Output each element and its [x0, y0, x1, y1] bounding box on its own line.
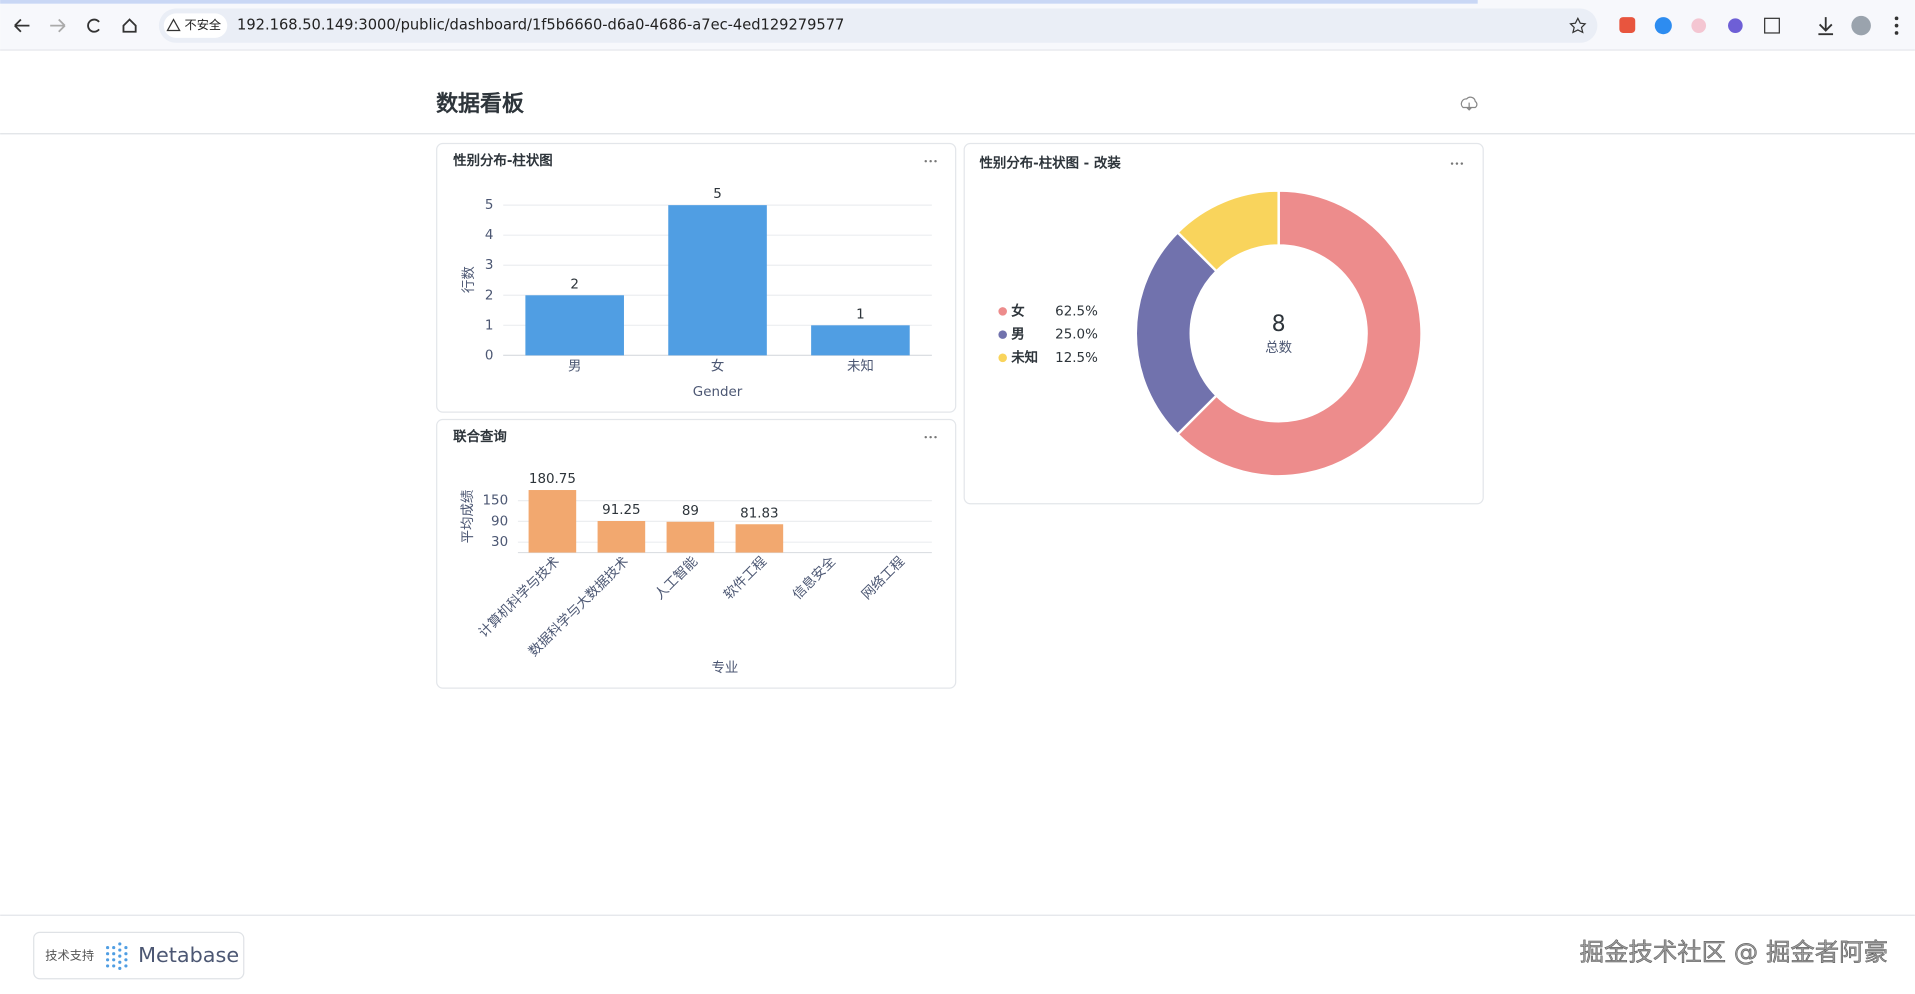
- extension-icon[interactable]: [1619, 17, 1636, 33]
- x-tick-label: 男: [568, 359, 581, 374]
- value-label: 91.25: [602, 503, 640, 518]
- downloads-button[interactable]: [1818, 17, 1834, 36]
- extension-icon[interactable]: [1654, 17, 1672, 35]
- reload-button[interactable]: [87, 18, 100, 33]
- center-value: 8: [1272, 312, 1286, 337]
- bar: [735, 524, 784, 553]
- value-label: 2: [570, 277, 579, 292]
- value-label: 81.83: [740, 506, 778, 521]
- card-title[interactable]: 性别分布-柱状图 - 改装: [979, 155, 1121, 172]
- powered-by-badge[interactable]: [33, 931, 245, 980]
- back-button[interactable]: [14, 18, 30, 33]
- card-title[interactable]: 联合查询: [453, 428, 507, 445]
- card-menu[interactable]: [924, 435, 937, 439]
- address-bar[interactable]: [158, 8, 1598, 43]
- y-axis-label: 行数: [461, 266, 477, 293]
- legend-label: 女: [1011, 302, 1024, 319]
- bar: [666, 521, 715, 553]
- dashboard-title: 数据看板: [436, 91, 525, 117]
- extension-icon[interactable]: [1691, 18, 1707, 33]
- legend-value: 62.5%: [1055, 304, 1098, 319]
- value-label: 5: [713, 187, 722, 202]
- x-axis-label: 专业: [711, 660, 738, 676]
- y-tick-label: 1: [485, 318, 494, 333]
- forward-button[interactable]: [50, 18, 66, 33]
- value-label: 180.75: [529, 472, 576, 487]
- tab-strip: [0, 0, 1478, 4]
- metabase-logo: [106, 942, 128, 970]
- y-tick-label: 0: [485, 348, 494, 363]
- brand: Metabase: [138, 943, 239, 967]
- y-axis-label: 平均成绩: [460, 490, 476, 544]
- value-label: 1: [856, 307, 865, 322]
- bar: [525, 295, 624, 356]
- powered-by: 技术支持: [45, 948, 94, 963]
- legend-value: 25.0%: [1055, 328, 1098, 343]
- watermark: 掘金技术社区 @ 掘金者阿豪: [1580, 938, 1888, 967]
- bar: [597, 520, 646, 553]
- warning-icon: [166, 18, 181, 32]
- download-icon[interactable]: [1460, 96, 1478, 111]
- extension-icon[interactable]: [1728, 18, 1743, 33]
- card: [436, 418, 957, 689]
- y-tick-label: 2: [485, 288, 494, 303]
- legend-label: 未知: [1011, 349, 1038, 366]
- legend-dot: [998, 330, 1007, 339]
- legend-dot: [998, 307, 1007, 316]
- bar: [811, 325, 910, 356]
- legend-value: 12.5%: [1055, 351, 1098, 366]
- security-label: 不安全: [185, 17, 222, 32]
- bar: [668, 205, 767, 356]
- x-tick-label: 未知: [847, 357, 874, 374]
- menu-button[interactable]: [1894, 16, 1899, 35]
- extensions-button[interactable]: [1764, 17, 1780, 34]
- donut-slice: [1175, 189, 1280, 273]
- legend-label: 男: [1011, 327, 1024, 343]
- y-tick-label: 5: [485, 198, 494, 213]
- bar: [528, 490, 577, 553]
- y-tick-label: 30: [491, 535, 508, 550]
- x-tick-label: 女: [711, 357, 724, 374]
- url[interactable]: 192.168.50.149:3000/public/dashboard/1f5…: [237, 17, 844, 34]
- y-tick-label: 90: [491, 514, 508, 529]
- legend-dot: [998, 353, 1007, 363]
- y-tick-label: 3: [485, 258, 494, 273]
- donut-slice: [1175, 189, 1423, 478]
- card-menu[interactable]: [1450, 162, 1464, 165]
- center-label: 总数: [1265, 340, 1292, 356]
- y-tick-label: 4: [485, 228, 494, 243]
- bookmark-star[interactable]: [1569, 16, 1587, 34]
- security-chip[interactable]: [163, 13, 228, 38]
- home-button[interactable]: [122, 18, 137, 33]
- value-label: 89: [682, 504, 699, 519]
- card-menu[interactable]: [924, 159, 937, 163]
- profile-button[interactable]: [1851, 15, 1871, 36]
- y-tick-label: 150: [482, 494, 508, 509]
- x-axis-label: Gender: [693, 385, 743, 400]
- donut-slice: [1134, 230, 1219, 437]
- card-title[interactable]: 性别分布-柱状图: [453, 152, 553, 169]
